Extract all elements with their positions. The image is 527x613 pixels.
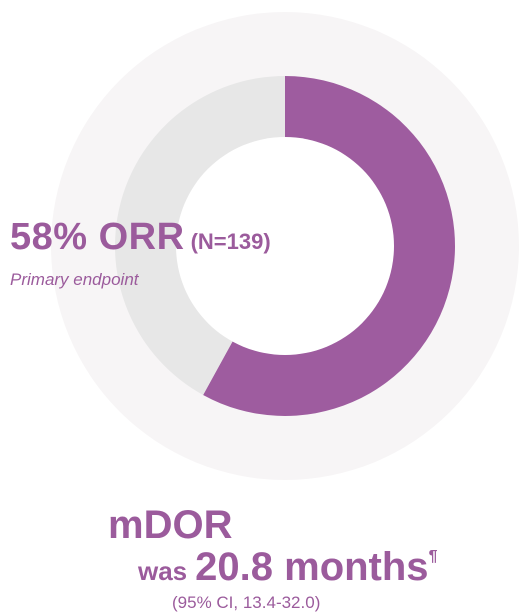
mdor-label: mDOR (108, 503, 233, 547)
orr-sample-size: (N=139) (190, 229, 271, 254)
orr-callout: 58% ORR (N=139) Primary endpoint (10, 218, 271, 290)
orr-headline: 58% ORR (10, 216, 185, 258)
mdor-was: was (138, 556, 188, 586)
mdor-confidence-interval: (95% CI, 13.4-32.0) (172, 593, 321, 612)
orr-subtitle: Primary endpoint (10, 270, 139, 289)
mdor-value-line: was 20.8 months¶ (106, 547, 516, 587)
mdor-footnote-mark: ¶ (428, 548, 438, 565)
orr-headline-line: 58% ORR (N=139) (10, 218, 271, 256)
mdor-value: 20.8 months (195, 545, 429, 589)
donut-hole (176, 137, 394, 355)
mdor-callout: mDOR was 20.8 months¶ (95% CI, 13.4-32.0) (106, 505, 516, 613)
